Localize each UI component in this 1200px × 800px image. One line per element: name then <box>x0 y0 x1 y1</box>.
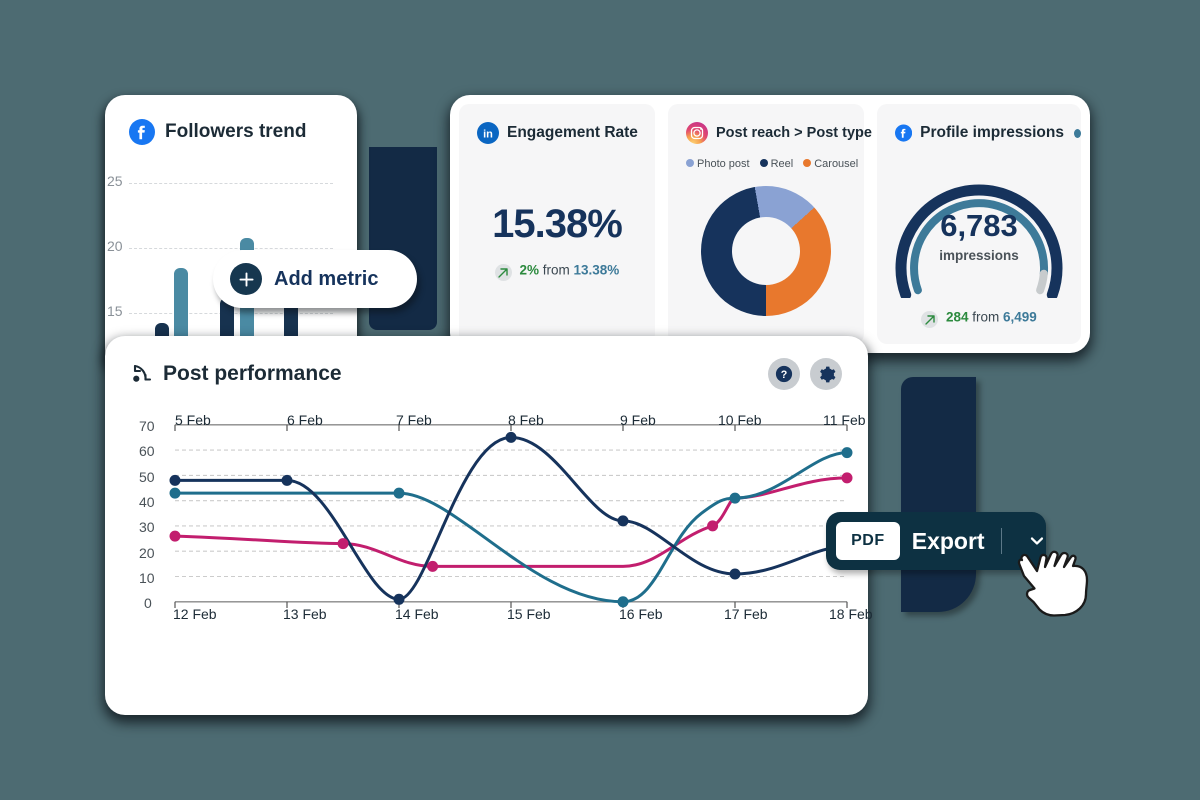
svg-text:in: in <box>483 129 493 141</box>
